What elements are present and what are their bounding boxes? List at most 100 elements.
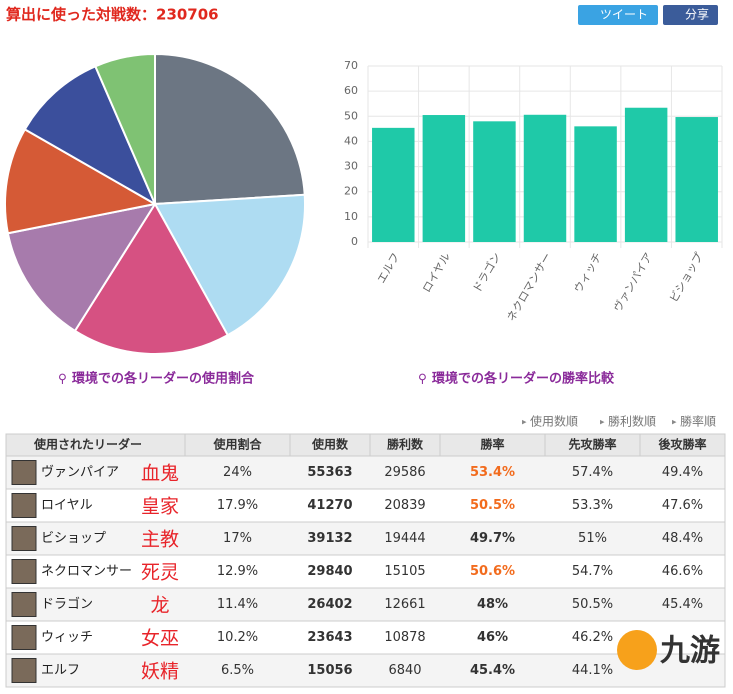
sort-link[interactable]: 勝率順 — [680, 414, 716, 429]
leader-name: ヴァンパイア — [41, 464, 119, 480]
table-cell: 53.3% — [572, 498, 613, 513]
leader-name: ロイヤル — [41, 498, 93, 513]
leader-icon — [11, 460, 37, 485]
table-cell: 57.4% — [572, 465, 613, 480]
pie-slice — [4, 128, 158, 235]
bar-caption: 環境での各リーダーの勝率比較 — [432, 371, 615, 387]
table-cell: 45.4% — [662, 597, 703, 612]
table-cell: 6.5% — [221, 663, 254, 678]
table-cell: 51% — [578, 531, 607, 546]
leader-icon — [11, 658, 37, 683]
y-tick-label: 70 — [344, 59, 358, 72]
table-cell: 46.6% — [662, 564, 703, 579]
pin-icon: ⚲ — [418, 372, 427, 386]
table-cell: 19444 — [384, 531, 425, 546]
table-cell: 12.9% — [217, 564, 258, 579]
leader-icon — [11, 592, 37, 617]
table-cell: 10.2% — [217, 630, 258, 645]
table-cell: 41270 — [307, 498, 352, 513]
y-tick-label: 10 — [344, 210, 358, 223]
column-header: 先攻勝率 — [568, 437, 616, 452]
table-cell: 12661 — [384, 597, 425, 612]
table-cell: 49.4% — [662, 465, 703, 480]
table-row — [5, 653, 726, 688]
pie-slice — [153, 193, 306, 337]
bar — [422, 115, 466, 242]
sort-arrow: ▸ — [672, 418, 677, 428]
table-row — [5, 587, 726, 622]
x-tick-label: エルフ — [375, 251, 403, 286]
y-tick-label: 30 — [344, 160, 358, 173]
table-cell: 54.7% — [572, 564, 613, 579]
y-tick-label: 40 — [344, 134, 358, 147]
y-tick-label: 50 — [344, 109, 358, 122]
leader-name: ドラゴン — [41, 596, 93, 612]
leader-icon — [11, 559, 37, 584]
table-cell: 45.4% — [470, 663, 515, 678]
table-cell: 39132 — [307, 531, 352, 546]
pie-slice — [23, 65, 158, 207]
sort-arrow: ▸ — [600, 418, 605, 428]
x-tick-label: ビショップ — [667, 251, 706, 305]
leader-name: ビショップ — [41, 531, 106, 546]
table-cell: 48.4% — [662, 531, 703, 546]
x-tick-label: ヴァンパイア — [610, 250, 655, 314]
y-tick-label: 0 — [351, 235, 358, 248]
table-cell: 55363 — [307, 465, 352, 480]
table-cell: 23643 — [307, 630, 352, 645]
leader-icon — [11, 526, 37, 551]
leader-name: ネクロマンサー — [41, 564, 132, 579]
table-cell: 24% — [223, 465, 252, 480]
sort-link[interactable]: 勝利数順 — [608, 414, 656, 429]
watermark-logo — [617, 630, 657, 670]
table-row — [5, 488, 726, 523]
leader-name: ウィッチ — [41, 630, 93, 645]
bar — [574, 126, 617, 242]
table-cell: 48% — [477, 597, 508, 612]
leader-note: 女巫 — [141, 628, 179, 650]
table-cell: 44.1% — [572, 663, 613, 678]
tweet-button[interactable] — [578, 5, 658, 25]
column-header: 勝利数 — [387, 437, 424, 452]
table-cell: 29586 — [384, 465, 425, 480]
bar — [523, 114, 567, 242]
bar — [624, 107, 668, 242]
leader-note: 血鬼 — [141, 463, 179, 485]
table-cell: 29840 — [307, 564, 352, 579]
leader-note: 妖精 — [141, 661, 179, 683]
share-button[interactable] — [663, 5, 718, 25]
column-header: 後攻勝率 — [658, 437, 706, 452]
pie-slice — [94, 52, 156, 205]
table-row — [5, 620, 726, 655]
sort-arrow: ▸ — [522, 418, 527, 428]
pie-slice — [73, 202, 230, 355]
table-cell: 46.2% — [572, 630, 613, 645]
x-tick-label: ネクロマンサー — [504, 251, 554, 324]
leader-name: エルフ — [41, 663, 80, 678]
table-row — [5, 554, 726, 589]
pie-slice — [6, 202, 158, 333]
watermark-text: 九游 — [660, 634, 720, 669]
pie-caption: 環境での各リーダーの使用割合 — [72, 371, 255, 387]
leader-note: 皇家 — [141, 496, 179, 518]
leader-note: 龙 — [150, 595, 169, 617]
bar — [372, 127, 415, 242]
share-label[interactable]: 分享 — [685, 7, 709, 22]
x-tick-label: ウィッチ — [572, 251, 605, 296]
page-title: 算出に使った対戦数：230706 — [6, 6, 219, 24]
leader-note: 死灵 — [141, 562, 179, 584]
tweet-label[interactable]: ツイート — [600, 8, 648, 22]
table-cell: 20839 — [384, 498, 425, 513]
table-cell: 26402 — [307, 597, 352, 612]
leader-note: 主教 — [141, 529, 179, 551]
table-cell: 50.5% — [572, 597, 613, 612]
sort-link[interactable]: 使用数順 — [530, 414, 578, 429]
table-cell: 15056 — [307, 663, 352, 678]
x-tick-label: ロイヤル — [420, 251, 453, 295]
y-tick-label: 60 — [344, 84, 358, 97]
table-cell: 49.7% — [470, 531, 515, 546]
column-header: 勝率 — [480, 437, 504, 452]
table-cell: 15105 — [384, 564, 425, 579]
table-cell: 6840 — [388, 663, 421, 678]
